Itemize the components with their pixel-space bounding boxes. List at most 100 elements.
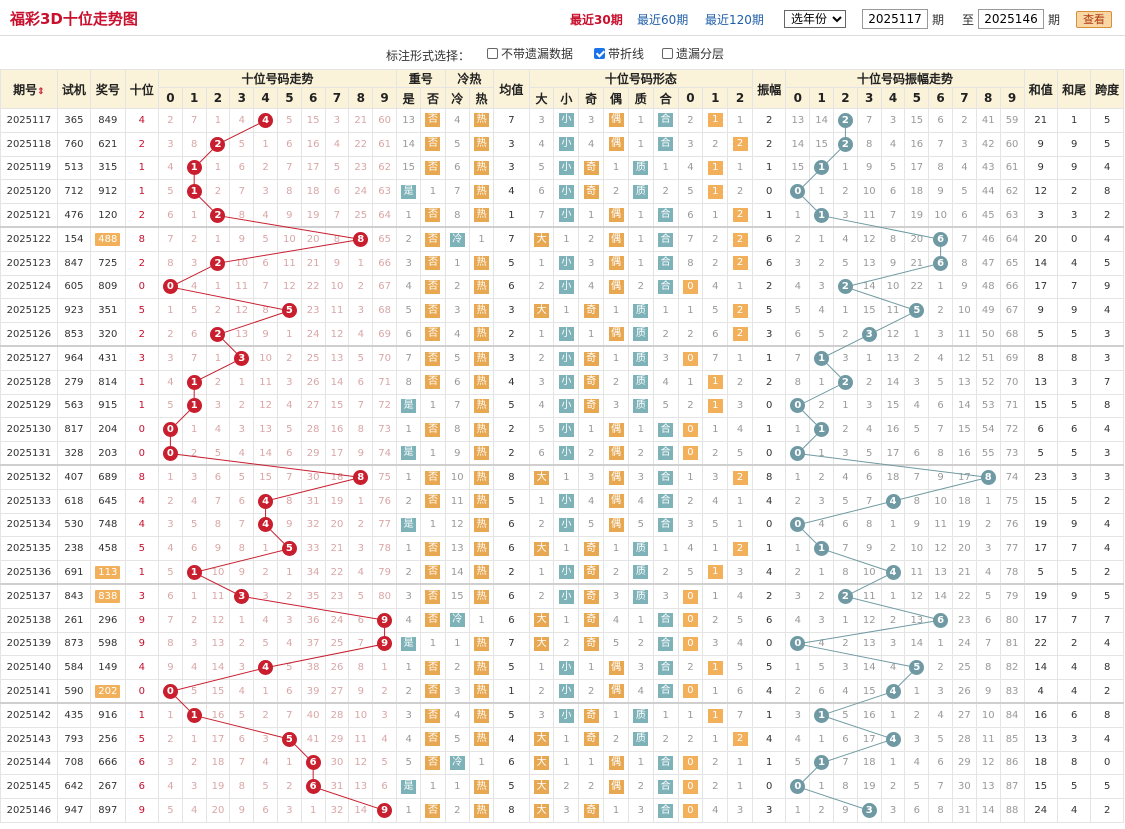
ch-cell-0: 7 (395, 345, 422, 371)
col-shiwei: 十位 (124, 69, 159, 109)
xt-tag: 奇 (583, 803, 599, 818)
hezhi-cell: 15 (1023, 488, 1058, 514)
lr-cell-1: 热 (468, 393, 495, 419)
to-period-input[interactable] (978, 9, 1044, 29)
xt-tag: 0 (682, 684, 698, 699)
option-no-miss[interactable]: 不带遗漏数据 (487, 45, 573, 62)
shiji-cell: 817 (56, 417, 92, 443)
zf-cell-2: 2 (833, 631, 858, 657)
table-row: 2025145 642 267 6 4 3 19 8 5 2 6 31 13 6 是 1 1 热 5 大 2 2 偶 2 合 0 2… (0, 774, 1124, 800)
zf-cell-9: 82 (999, 655, 1025, 681)
trend-cell-7: 29 (324, 726, 350, 752)
xt-cell-3: 3 (603, 583, 629, 609)
trend-cell-9: 64 (372, 203, 397, 228)
zf-ball: 1 (814, 541, 830, 557)
ch-tag: 否 (425, 589, 441, 604)
lr-cell-0: 2 (444, 655, 470, 681)
checkbox-miss-layer[interactable] (662, 48, 673, 59)
xt-cell-4: 1 (627, 131, 654, 157)
hewei-cell: 6 (1056, 702, 1092, 728)
zf-cell-1: 4 (809, 631, 835, 657)
col-hezhi: 和值 (1023, 69, 1058, 109)
trend-cell-9: 1 (372, 655, 397, 681)
zf-cell-3: 14 (856, 655, 882, 681)
trend-cell-9: 79 (372, 560, 397, 585)
ch-cell-1: 1 (420, 393, 446, 419)
from-period-input[interactable] (862, 9, 928, 29)
trend-cell-5: 5 (276, 417, 302, 443)
xt-cell-0: 3 (528, 369, 555, 395)
zf-cell-4: 4 (880, 726, 906, 752)
xt-cell-3: 偶 (603, 274, 629, 300)
shiwei-cell: 0 (124, 417, 159, 443)
option-polyline[interactable]: 带折线 (594, 45, 644, 62)
xt-cell-1: 小 (553, 488, 580, 514)
zf-cell-3: 3 (856, 798, 882, 823)
zf-cell-0: 0 (785, 393, 811, 419)
trend-cell-1: 6 (181, 536, 207, 562)
col-period[interactable]: 期号⇕ (0, 69, 58, 109)
xt-cell-5: 3 (652, 583, 679, 609)
xt-cell-4: 2 (627, 441, 654, 466)
trend-cell-5: 2 (276, 774, 302, 800)
ch-cell-1: 否 (420, 798, 446, 823)
zf-cell-0: 1 (785, 798, 811, 823)
xt-cell-7: 2 (702, 774, 729, 800)
zf-cell-7: 3 (952, 131, 977, 157)
trend-cell-0: 2 (157, 488, 183, 514)
trend-cell-9: 61 (372, 131, 397, 157)
hezhi-cell: 20 (1023, 226, 1058, 252)
zf-cell-7: 26 (952, 679, 977, 704)
shiwei-cell: 1 (124, 393, 159, 419)
trend-cell-7: 13 (324, 345, 350, 371)
xt-cell-8: 7 (727, 702, 753, 728)
zf-cell-8: 2 (975, 512, 1001, 538)
xt-cell-4: 1 (627, 226, 654, 252)
range-120-link[interactable]: 最近120期 (705, 13, 764, 27)
shiwei-cell: 4 (124, 108, 159, 133)
xt-cell-4: 质 (627, 345, 654, 371)
xt-tag: 偶 (608, 494, 624, 509)
kaijiang-value: 598 (98, 638, 118, 650)
checkbox-polyline[interactable] (594, 48, 605, 59)
trend-cell-8: 4 (348, 560, 374, 585)
range-60-link[interactable]: 最近60期 (637, 13, 689, 27)
zf-cell-9: 75 (999, 488, 1025, 514)
query-button[interactable]: 查看 (1076, 11, 1112, 28)
zf-cell-1: 1 (809, 774, 835, 800)
trend-cell-4: 5 (253, 226, 278, 252)
shiji-cell: 691 (56, 560, 92, 585)
trend-ball: 0 (162, 422, 178, 438)
xt-tag: 小 (558, 398, 574, 413)
lr-cell-1: 热 (468, 774, 495, 800)
range-30-link[interactable]: 最近30期 (570, 13, 623, 27)
year-select[interactable]: 选年份 (784, 10, 846, 28)
xt-tag: 奇 (583, 636, 599, 651)
xt-cell-0: 4 (528, 393, 555, 419)
trend-cell-9: 70 (372, 345, 397, 371)
trend-cell-3: 1 (229, 607, 255, 633)
zf-cell-8: 8 (975, 464, 1001, 490)
trend-cell-1: 1 (181, 179, 207, 205)
kaijiang-value: 351 (98, 305, 118, 317)
hezhi-cell: 13 (1023, 369, 1058, 395)
trend-cell-5: 5 (276, 298, 302, 324)
lr-cell-1: 热 (468, 726, 495, 752)
shiji-cell: 590 (56, 679, 92, 704)
table-row: 2025139 873 598 9 8 3 13 2 5 4 37 25 7 9 是 1 1 热 7 大 2 奇 5 2 合 0 3… (0, 631, 1124, 657)
xt-cell-4: 1 (627, 417, 654, 443)
sub-digit-4: 4 (253, 87, 278, 109)
shiwei-cell: 1 (124, 369, 159, 395)
qi-label: 期 (932, 13, 945, 27)
option-miss-layer[interactable]: 遗漏分层 (662, 45, 724, 62)
trend-cell-3: 8 (229, 774, 255, 800)
xt-tag: 合 (658, 446, 674, 461)
lr-cell-0: 冷 (444, 226, 470, 252)
zf-cell-9: 61 (999, 155, 1025, 181)
trend-cell-3: 8 (229, 536, 255, 562)
zhenfu-cell: 2 (751, 369, 787, 395)
xt-cell-7: 7 (702, 345, 729, 371)
checkbox-no-miss[interactable] (487, 48, 498, 59)
trend-cell-3: 9 (229, 798, 255, 823)
ch-cell-0: 4 (395, 274, 422, 300)
